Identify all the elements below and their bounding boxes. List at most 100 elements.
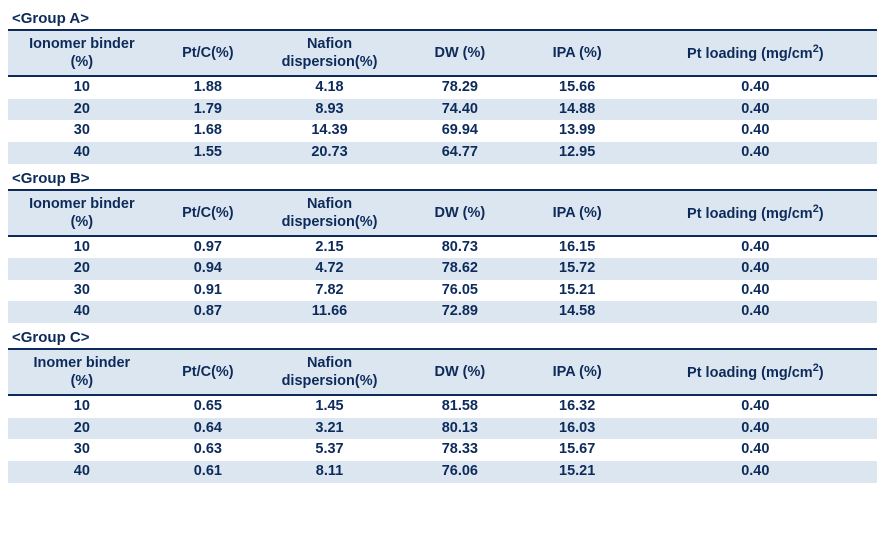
table-cell: 0.40	[634, 142, 877, 164]
table-cell: 1.45	[260, 395, 399, 418]
column-header: IPA (%)	[521, 30, 634, 76]
table-cell: 1.55	[156, 142, 260, 164]
table-cell: 72.89	[399, 301, 521, 323]
table-row: 300.917.8276.0515.210.40	[8, 280, 877, 302]
column-header: Ionomer binder(%)	[8, 190, 156, 236]
group-a: <Group A>Ionomer binder(%)Pt/C(%)Nafiond…	[8, 8, 877, 164]
table-cell: 15.67	[521, 439, 634, 461]
column-header: DW (%)	[399, 349, 521, 395]
table-header-row: Inomer binder(%)Pt/C(%)Nafiondispersion(…	[8, 349, 877, 395]
column-header: Nafiondispersion(%)	[260, 349, 399, 395]
table-cell: 0.61	[156, 461, 260, 483]
column-header: Nafiondispersion(%)	[260, 30, 399, 76]
table-cell: 30	[8, 120, 156, 142]
table-cell: 13.99	[521, 120, 634, 142]
data-table: Ionomer binder(%)Pt/C(%)Nafiondispersion…	[8, 29, 877, 164]
table-cell: 0.87	[156, 301, 260, 323]
column-header: Inomer binder(%)	[8, 349, 156, 395]
table-cell: 0.40	[634, 439, 877, 461]
table-cell: 4.72	[260, 258, 399, 280]
table-cell: 16.32	[521, 395, 634, 418]
table-cell: 2.15	[260, 236, 399, 259]
table-row: 400.618.1176.0615.210.40	[8, 461, 877, 483]
table-row: 201.798.9374.4014.880.40	[8, 99, 877, 121]
table-header-row: Ionomer binder(%)Pt/C(%)Nafiondispersion…	[8, 190, 877, 236]
column-header: DW (%)	[399, 190, 521, 236]
column-header: Nafiondispersion(%)	[260, 190, 399, 236]
table-cell: 14.58	[521, 301, 634, 323]
table-cell: 0.40	[634, 120, 877, 142]
table-cell: 40	[8, 142, 156, 164]
table-cell: 0.40	[634, 418, 877, 440]
table-row: 100.972.1580.7316.150.40	[8, 236, 877, 259]
table-row: 300.635.3778.3315.670.40	[8, 439, 877, 461]
table-cell: 1.88	[156, 76, 260, 99]
data-table: Inomer binder(%)Pt/C(%)Nafiondispersion(…	[8, 348, 877, 483]
column-header: Pt/C(%)	[156, 30, 260, 76]
table-cell: 10	[8, 395, 156, 418]
table-cell: 69.94	[399, 120, 521, 142]
table-cell: 15.21	[521, 461, 634, 483]
table-cell: 0.97	[156, 236, 260, 259]
table-cell: 14.88	[521, 99, 634, 121]
table-cell: 0.94	[156, 258, 260, 280]
table-cell: 76.05	[399, 280, 521, 302]
table-header-row: Ionomer binder(%)Pt/C(%)Nafiondispersion…	[8, 30, 877, 76]
table-cell: 5.37	[260, 439, 399, 461]
table-cell: 0.40	[634, 76, 877, 99]
table-cell: 0.40	[634, 461, 877, 483]
table-cell: 0.91	[156, 280, 260, 302]
table-row: 100.651.4581.5816.320.40	[8, 395, 877, 418]
table-cell: 0.40	[634, 236, 877, 259]
table-cell: 15.72	[521, 258, 634, 280]
table-cell: 15.21	[521, 280, 634, 302]
table-cell: 1.79	[156, 99, 260, 121]
table-cell: 3.21	[260, 418, 399, 440]
table-cell: 16.15	[521, 236, 634, 259]
table-cell: 81.58	[399, 395, 521, 418]
table-cell: 78.29	[399, 76, 521, 99]
column-header: Pt/C(%)	[156, 190, 260, 236]
table-cell: 30	[8, 280, 156, 302]
table-cell: 0.40	[634, 395, 877, 418]
group-title: <Group B>	[8, 168, 877, 189]
table-cell: 0.40	[634, 301, 877, 323]
column-header: Ionomer binder(%)	[8, 30, 156, 76]
table-cell: 0.40	[634, 280, 877, 302]
table-cell: 4.18	[260, 76, 399, 99]
table-row: 301.6814.3969.9413.990.40	[8, 120, 877, 142]
table-cell: 40	[8, 301, 156, 323]
tables-container: <Group A>Ionomer binder(%)Pt/C(%)Nafiond…	[8, 8, 877, 483]
table-cell: 20.73	[260, 142, 399, 164]
column-header: DW (%)	[399, 30, 521, 76]
column-header: IPA (%)	[521, 190, 634, 236]
group-title: <Group C>	[8, 327, 877, 348]
table-cell: 64.77	[399, 142, 521, 164]
table-cell: 1.68	[156, 120, 260, 142]
table-cell: 8.93	[260, 99, 399, 121]
table-cell: 40	[8, 461, 156, 483]
table-cell: 0.64	[156, 418, 260, 440]
table-cell: 0.40	[634, 99, 877, 121]
table-cell: 10	[8, 76, 156, 99]
table-cell: 80.13	[399, 418, 521, 440]
group-title: <Group A>	[8, 8, 877, 29]
table-row: 401.5520.7364.7712.950.40	[8, 142, 877, 164]
table-cell: 0.65	[156, 395, 260, 418]
table-cell: 15.66	[521, 76, 634, 99]
table-cell: 80.73	[399, 236, 521, 259]
table-cell: 20	[8, 258, 156, 280]
table-row: 101.884.1878.2915.660.40	[8, 76, 877, 99]
group-b: <Group B>Ionomer binder(%)Pt/C(%)Nafiond…	[8, 168, 877, 324]
column-header: Pt loading (mg/cm2)	[634, 349, 877, 395]
table-cell: 12.95	[521, 142, 634, 164]
group-c: <Group C>Inomer binder(%)Pt/C(%)Nafiondi…	[8, 327, 877, 483]
table-cell: 0.40	[634, 258, 877, 280]
table-cell: 10	[8, 236, 156, 259]
table-cell: 7.82	[260, 280, 399, 302]
table-row: 400.8711.6672.8914.580.40	[8, 301, 877, 323]
table-cell: 76.06	[399, 461, 521, 483]
table-cell: 11.66	[260, 301, 399, 323]
column-header: Pt loading (mg/cm2)	[634, 30, 877, 76]
table-cell: 16.03	[521, 418, 634, 440]
